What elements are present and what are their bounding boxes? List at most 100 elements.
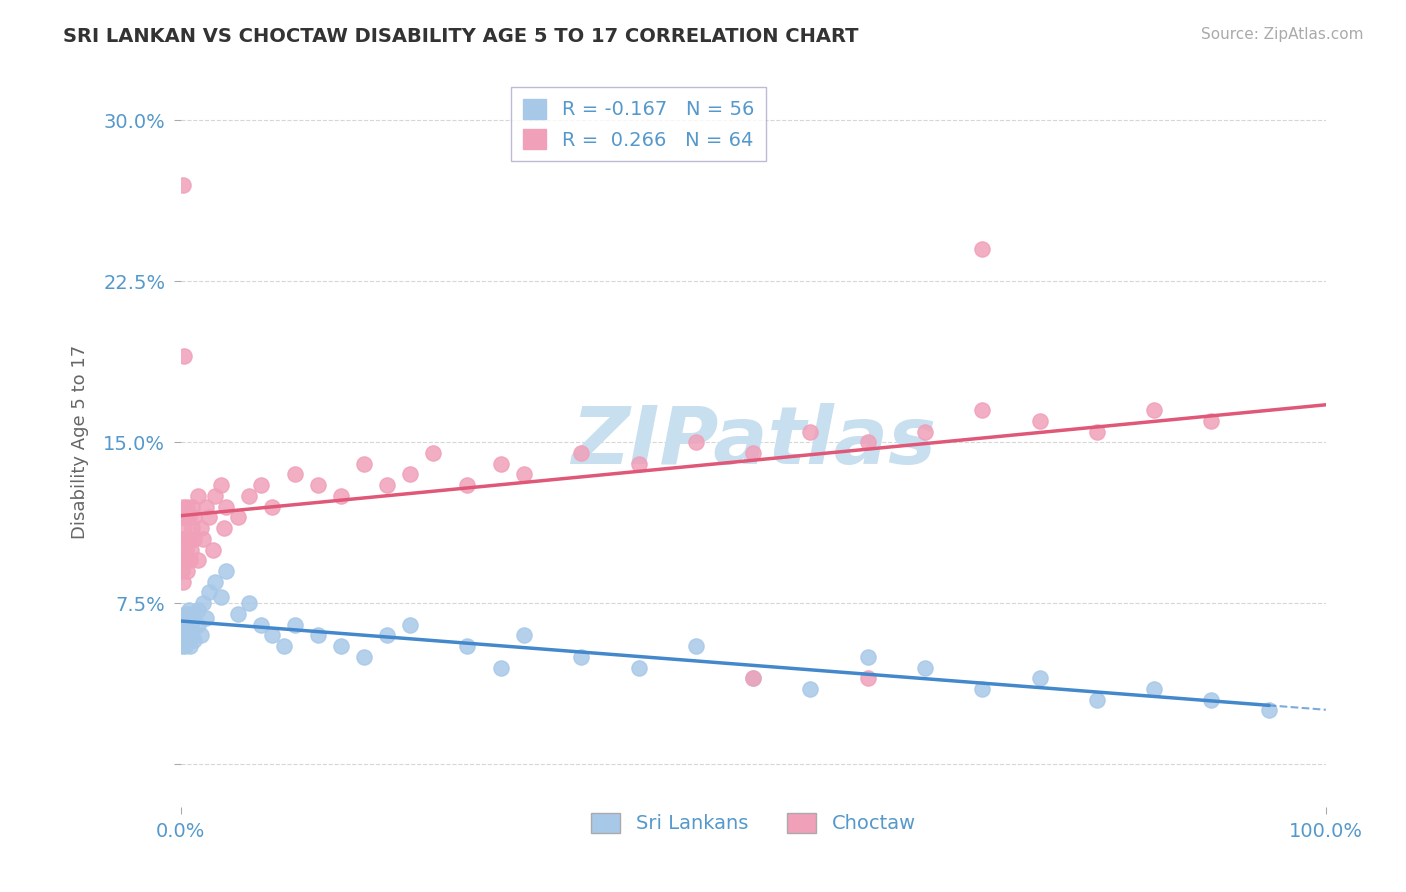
Y-axis label: Disability Age 5 to 17: Disability Age 5 to 17: [72, 345, 89, 540]
Point: [513, 628, 536, 642]
Point: [238, 489, 260, 503]
Point: [173, 611, 195, 625]
Point: [212, 521, 235, 535]
Point: [174, 510, 197, 524]
Point: [176, 617, 198, 632]
Point: [799, 425, 821, 439]
Point: [456, 639, 478, 653]
Point: [571, 649, 593, 664]
Point: [1028, 414, 1050, 428]
Point: [375, 628, 398, 642]
Point: [1085, 692, 1108, 706]
Point: [187, 602, 209, 616]
Point: [353, 457, 375, 471]
Point: [173, 617, 195, 632]
Point: [170, 532, 193, 546]
Point: [307, 628, 329, 642]
Point: [170, 639, 193, 653]
Point: [226, 510, 249, 524]
Point: [685, 639, 707, 653]
Point: [174, 632, 197, 647]
Point: [856, 649, 879, 664]
Point: [249, 617, 271, 632]
Point: [174, 532, 197, 546]
Point: [215, 500, 238, 514]
Point: [742, 446, 765, 460]
Point: [177, 510, 200, 524]
Point: [179, 639, 201, 653]
Point: [1143, 403, 1166, 417]
Point: [856, 671, 879, 685]
Point: [249, 478, 271, 492]
Point: [238, 596, 260, 610]
Point: [398, 617, 420, 632]
Point: [179, 553, 201, 567]
Point: [329, 639, 352, 653]
Point: [187, 489, 209, 503]
Point: [489, 457, 512, 471]
Point: [273, 639, 295, 653]
Point: [170, 628, 193, 642]
Point: [193, 596, 215, 610]
Point: [174, 639, 197, 653]
Point: [173, 553, 195, 567]
Point: [194, 611, 217, 625]
Point: [284, 617, 307, 632]
Point: [174, 542, 197, 557]
Point: [1085, 425, 1108, 439]
Point: [422, 446, 444, 460]
Point: [856, 435, 879, 450]
Point: [204, 574, 226, 589]
Point: [190, 628, 212, 642]
Point: [1201, 692, 1223, 706]
Point: [198, 510, 221, 524]
Point: [1257, 703, 1279, 717]
Point: [284, 467, 307, 482]
Point: [177, 602, 200, 616]
Point: [172, 574, 194, 589]
Point: [914, 660, 936, 674]
Point: [307, 478, 329, 492]
Point: [183, 632, 205, 647]
Point: [177, 532, 200, 546]
Point: [172, 624, 194, 638]
Point: [262, 628, 284, 642]
Point: [173, 350, 195, 364]
Point: [375, 478, 398, 492]
Point: [177, 628, 200, 642]
Point: [627, 457, 650, 471]
Point: [181, 611, 204, 625]
Point: [193, 532, 215, 546]
Point: [972, 242, 994, 256]
Point: [176, 607, 198, 621]
Legend: Sri Lankans, Choctaw: Sri Lankans, Choctaw: [583, 805, 924, 841]
Point: [183, 607, 205, 621]
Point: [262, 500, 284, 514]
Point: [172, 500, 194, 514]
Point: [181, 624, 204, 638]
Point: [627, 660, 650, 674]
Text: SRI LANKAN VS CHOCTAW DISABILITY AGE 5 TO 17 CORRELATION CHART: SRI LANKAN VS CHOCTAW DISABILITY AGE 5 T…: [63, 27, 859, 45]
Point: [685, 435, 707, 450]
Point: [353, 649, 375, 664]
Point: [172, 542, 194, 557]
Point: [329, 489, 352, 503]
Point: [173, 521, 195, 535]
Point: [226, 607, 249, 621]
Point: [183, 532, 205, 546]
Point: [209, 590, 232, 604]
Point: [571, 446, 593, 460]
Point: [398, 467, 420, 482]
Point: [172, 632, 194, 647]
Point: [198, 585, 221, 599]
Point: [742, 671, 765, 685]
Point: [176, 500, 198, 514]
Point: [174, 624, 197, 638]
Point: [183, 510, 205, 524]
Point: [170, 510, 193, 524]
Point: [170, 564, 193, 578]
Point: [181, 500, 204, 514]
Point: [201, 542, 224, 557]
Point: [194, 500, 217, 514]
Point: [180, 542, 202, 557]
